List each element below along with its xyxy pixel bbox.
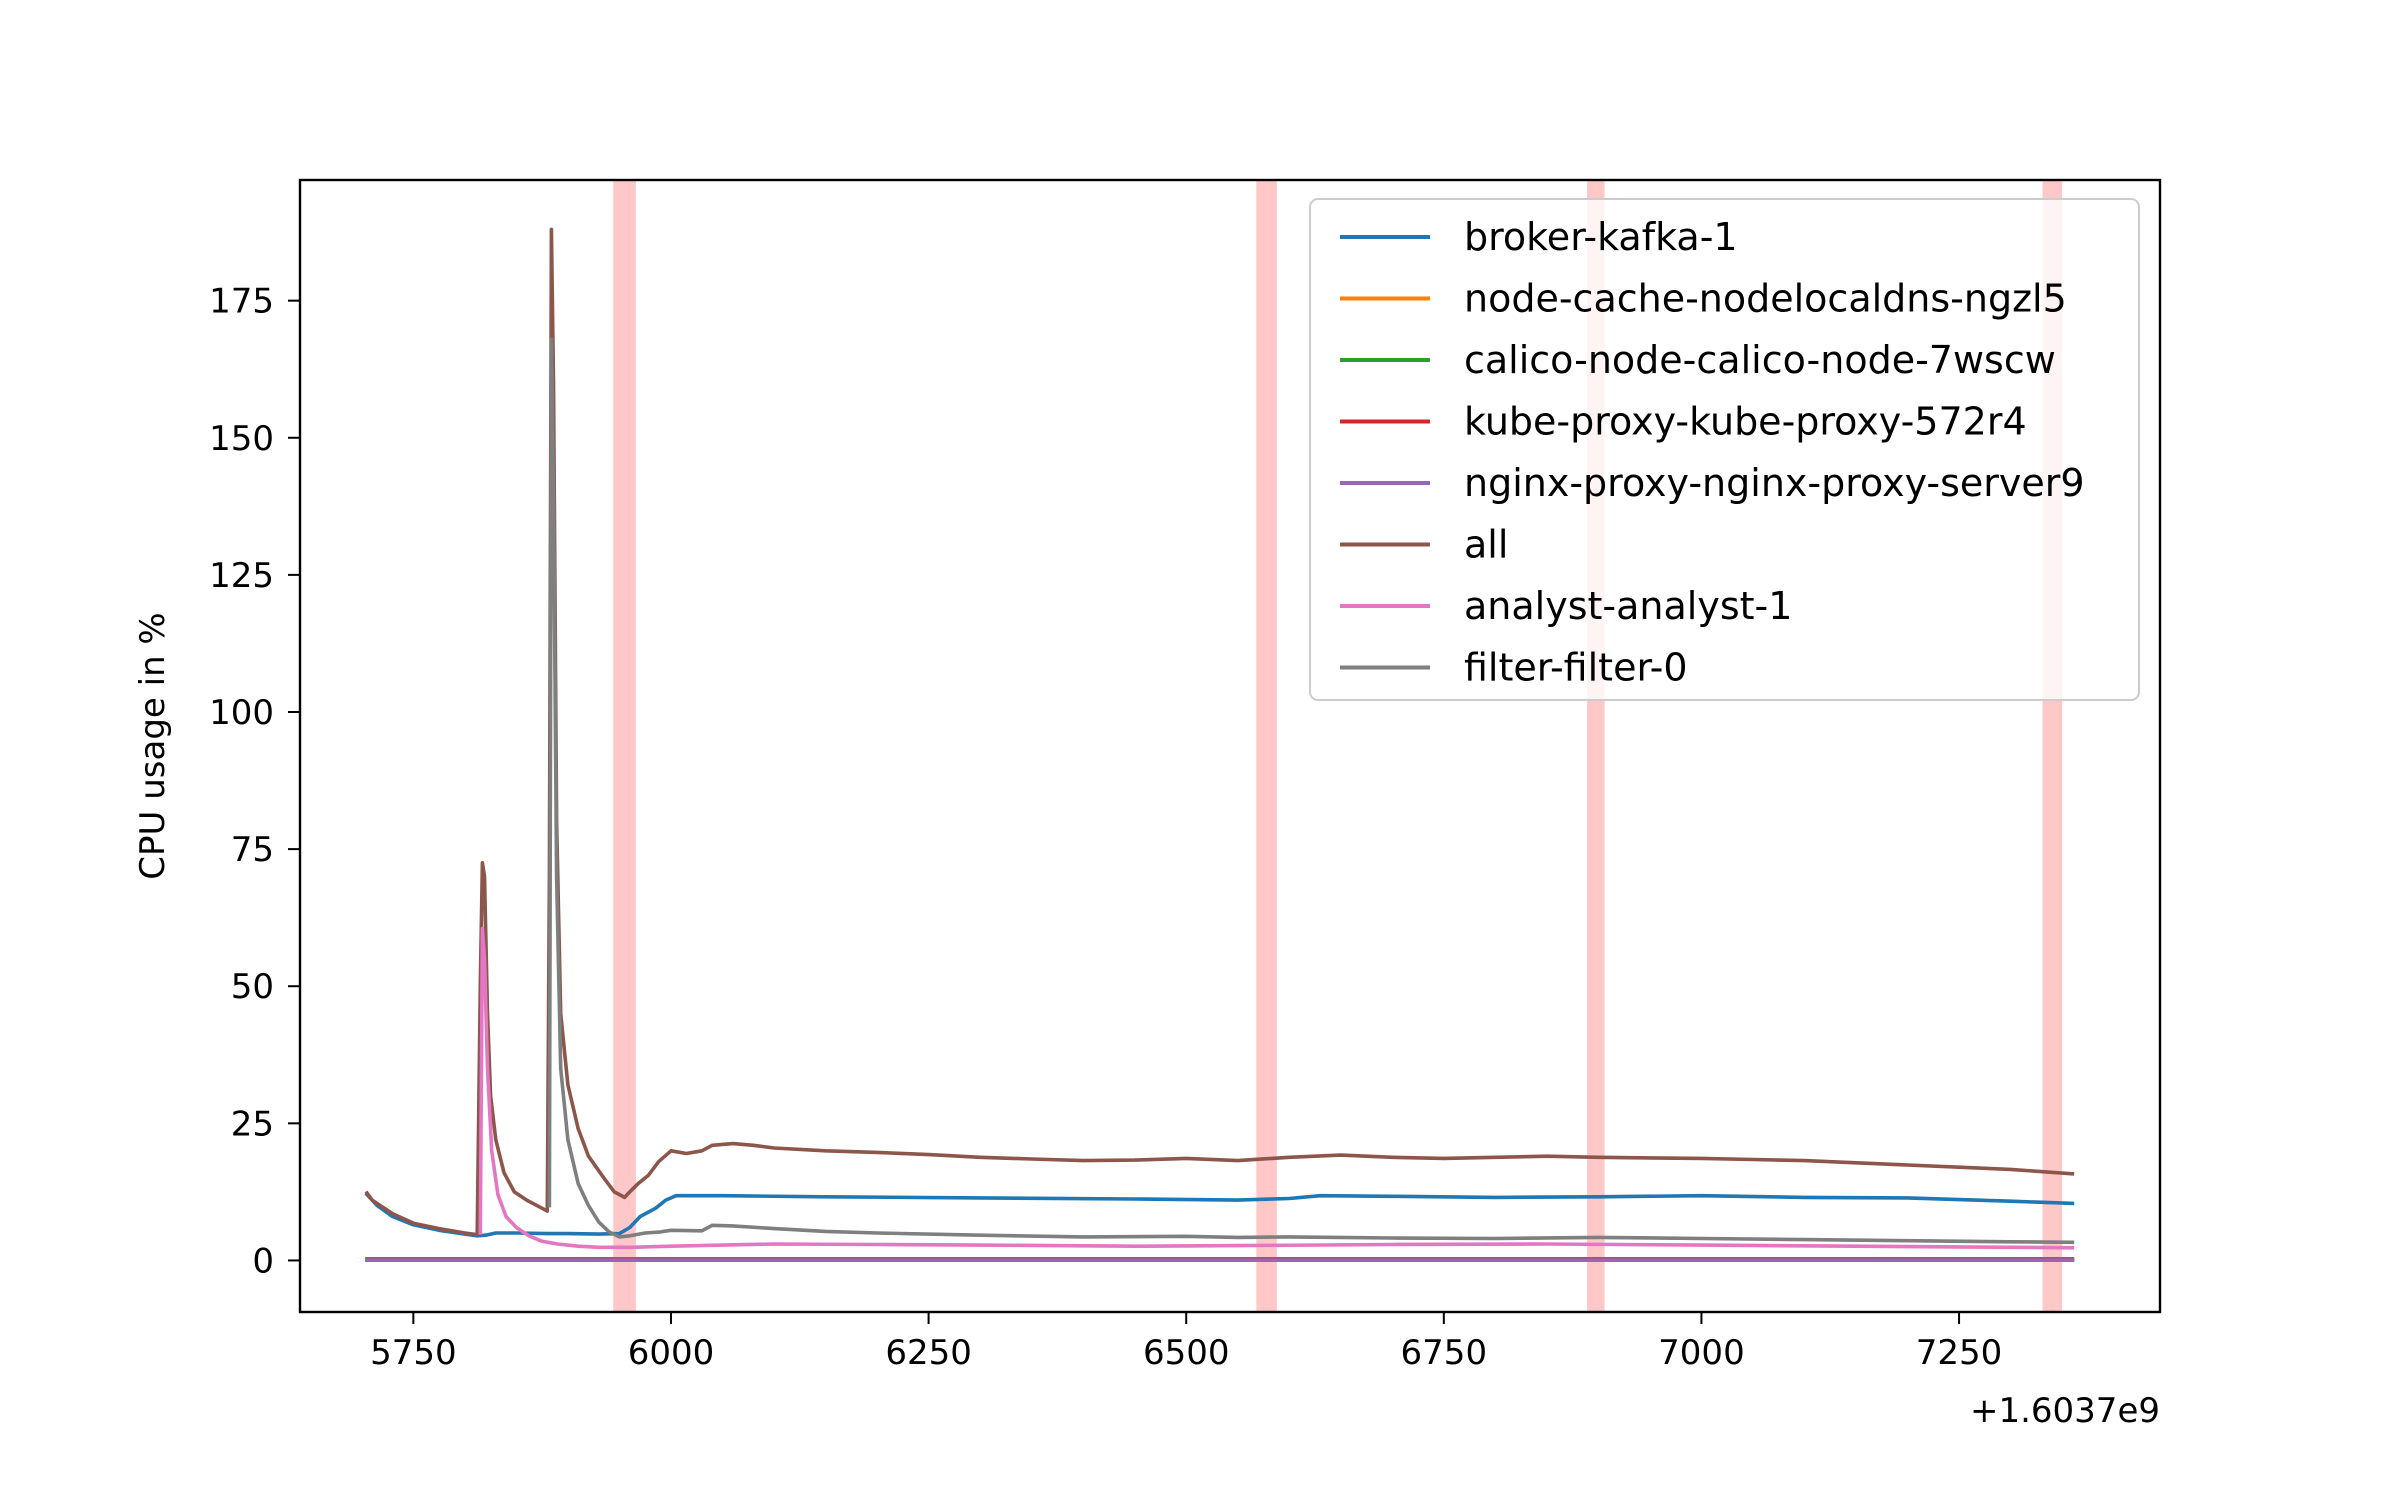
- series-line-analyst-analyst-1: [478, 926, 2075, 1250]
- x-tick-label: 6000: [628, 1333, 715, 1373]
- legend-label-nginx-proxy-nginx-proxy-server9: nginx-proxy-nginx-proxy-server9: [1464, 461, 2085, 505]
- highlight-band-1: [613, 180, 636, 1312]
- y-tick-label: 75: [231, 830, 274, 870]
- y-tick-label: 25: [231, 1104, 274, 1144]
- x-tick-label: 7000: [1658, 1333, 1745, 1373]
- x-tick-label: 5750: [370, 1333, 457, 1373]
- legend: broker-kafka-1 node-cache-nodelocaldns-ng…: [1309, 198, 2140, 701]
- x-tick-label: 6250: [885, 1333, 972, 1373]
- legend-label-kube-proxy-kube-proxy-572r4: kube-proxy-kube-proxy-572r4: [1464, 400, 2027, 444]
- x-tick-label: 6500: [1143, 1333, 1230, 1373]
- y-tick-label: 175: [209, 282, 274, 322]
- plot-frame: [298, 178, 2162, 1314]
- legend-label-analyst-analyst-1: analyst-analyst-1: [1464, 584, 1792, 628]
- y-tick-label: 50: [231, 967, 274, 1007]
- x-axis-ticks: 5750 6000 6250 6500 6750 7000 7250: [370, 1312, 2002, 1373]
- y-axis-ticks: 0 25 50 75 100 125 150 175: [209, 282, 300, 1281]
- highlight-band-2: [1256, 180, 1277, 1312]
- legend-label-calico-node-calico-node-7wscw: calico-node-calico-node-7wscw: [1464, 338, 2056, 382]
- legend-box: [1309, 198, 2140, 701]
- legend-label-broker-kafka-1: broker-kafka-1: [1464, 215, 1738, 259]
- y-tick-label: 100: [209, 693, 274, 733]
- x-tick-label: 7250: [1916, 1333, 2003, 1373]
- series-line-filter-filter-0: [547, 337, 2075, 1245]
- series-lines: [364, 227, 2075, 1262]
- y-tick-label: 150: [209, 419, 274, 459]
- x-axis-offset-label: +1.6037e9: [1970, 1391, 2160, 1431]
- y-axis-label: CPU usage in %: [133, 612, 173, 879]
- legend-label-node-cache-nodelocaldns-ngzl5: node-cache-nodelocaldns-ngzl5: [1464, 277, 2067, 321]
- y-tick-label: 125: [209, 556, 274, 596]
- legend-label-all: all: [1464, 523, 1508, 567]
- series-line-all: [364, 227, 2075, 1237]
- x-tick-label: 6750: [1401, 1333, 1488, 1373]
- y-tick-label: 0: [252, 1241, 274, 1281]
- legend-label-filter-filter-0: filter-filter-0: [1464, 646, 1688, 690]
